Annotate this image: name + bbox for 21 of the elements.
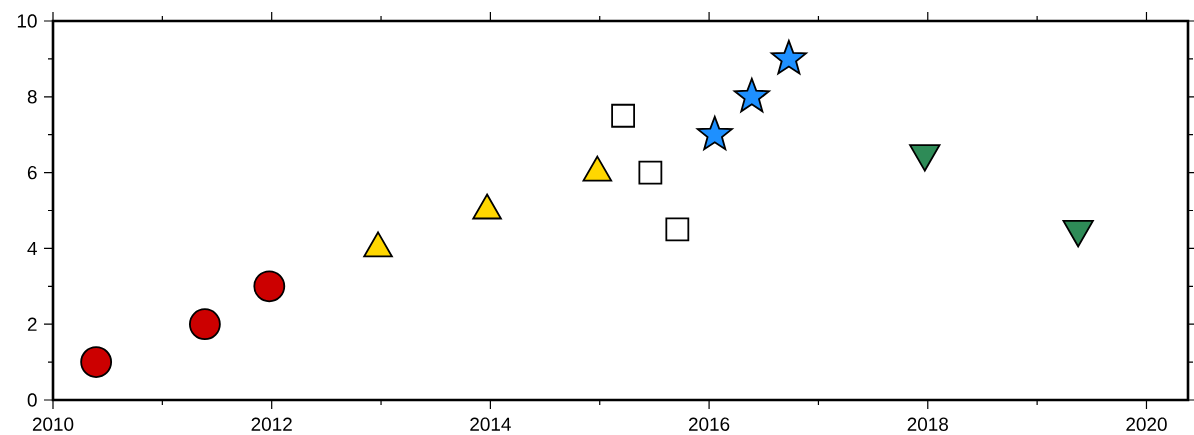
x-tick-label: 2010: [32, 417, 74, 431]
point: [253, 270, 286, 303]
point: [611, 103, 636, 128]
y-tick-label: 8: [27, 90, 37, 104]
point: [188, 308, 221, 341]
point: [638, 160, 663, 185]
point: [770, 40, 807, 75]
y-tick-label: 6: [27, 165, 37, 180]
y-tick-label: 4: [27, 241, 37, 255]
y-tick-label: 2: [27, 317, 37, 331]
y-tick-label: 10: [17, 14, 37, 28]
x-tick-label: 2016: [688, 417, 730, 431]
point: [80, 346, 113, 378]
x-tick-label: 2012: [251, 417, 292, 431]
x-tick-label: 2014: [470, 417, 511, 431]
x-tick-label: 2018: [907, 417, 948, 431]
y-tick-label: 0: [27, 393, 37, 407]
point: [665, 217, 690, 242]
point: [696, 115, 733, 151]
x-tick-label: 2020: [1126, 417, 1167, 431]
point: [733, 77, 770, 113]
